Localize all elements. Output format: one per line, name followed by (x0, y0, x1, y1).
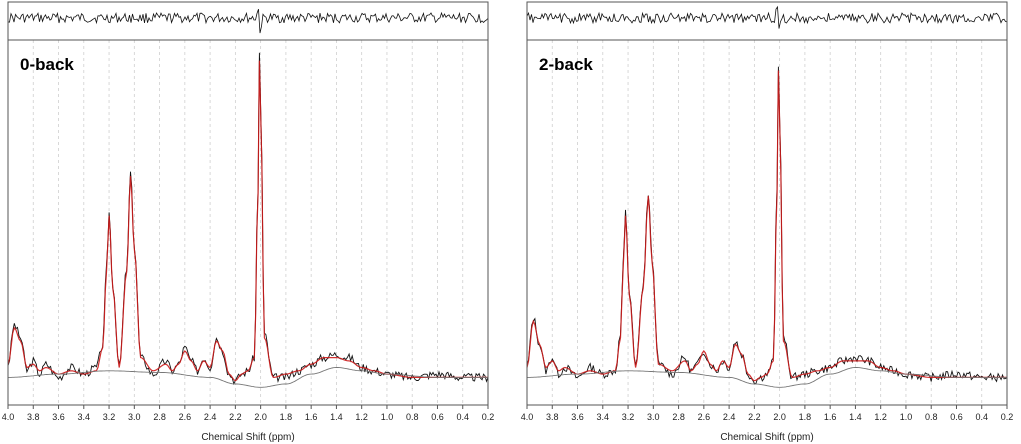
x-axis-title: Chemical Shift (ppm) (720, 432, 813, 443)
x-axis-title: Chemical Shift (ppm) (201, 432, 294, 443)
x-tick-label: 0.2 (1001, 412, 1014, 422)
plot-frame (7, 1, 489, 406)
x-tick-label: 2.6 (179, 412, 192, 422)
x-tick-label: 3.2 (622, 412, 635, 422)
x-tick-label: 2.0 (254, 412, 267, 422)
x-tick-label: 3.0 (128, 412, 141, 422)
x-tick-label: 3.8 (27, 412, 40, 422)
spectrum-chart-0back: 4.0 3.8 3.6 3.4 3.2 3.0 2.8 2.6 2.4 2.2 2.0 1.8 1.6 1… (2, 1, 495, 443)
x-tick-label: 3.2 (103, 412, 116, 422)
x-tick-label: 1.6 (305, 412, 318, 422)
baseline-line (527, 367, 1007, 388)
x-tick-label: 3.4 (597, 412, 610, 422)
x-tick-label: 0.4 (456, 412, 469, 422)
x-tick-label: 4.0 (521, 412, 534, 422)
x-tick-label: 4.0 (2, 412, 15, 422)
x-tick-label: 1.0 (381, 412, 394, 422)
x-tick-label: 0.8 (406, 412, 419, 422)
x-tick-label: 2.2 (748, 412, 761, 422)
x-tick-label: 2.0 (773, 412, 786, 422)
x-tick-label: 2.2 (229, 412, 242, 422)
x-tick-label: 1.2 (355, 412, 368, 422)
x-tick-label: 3.8 (546, 412, 559, 422)
x-tick-label: 0.6 (431, 412, 444, 422)
model-fit-line (526, 70, 1007, 382)
x-tick-label: 0.8 (925, 412, 938, 422)
x-tick-label: 2.6 (698, 412, 711, 422)
baseline-line (8, 367, 488, 388)
x-tick-label: 1.2 (874, 412, 887, 422)
residual-line (526, 5, 1008, 29)
x-tick-label: 1.8 (280, 412, 293, 422)
x-tick-label: 2.8 (672, 412, 685, 422)
spectrum-chart-2back: 4.0 3.8 3.6 3.4 3.2 3.0 2.8 2.6 2.4 2.2 2.0 1.8 1.6 1… (521, 1, 1014, 443)
x-tick-label: 3.4 (78, 412, 91, 422)
x-tick-label: 0.6 (950, 412, 963, 422)
x-tick-label: 1.4 (330, 412, 343, 422)
residual-line (7, 8, 489, 34)
x-tick-label: 0.4 (975, 412, 988, 422)
x-tick-label: 3.6 (52, 412, 65, 422)
x-tick-label: 2.4 (204, 412, 217, 422)
x-tick-label: 1.0 (900, 412, 913, 422)
x-tick-label: 2.8 (153, 412, 166, 422)
x-tick-label: 3.6 (571, 412, 584, 422)
x-tick-label: 1.8 (799, 412, 812, 422)
x-tick-label: 0.2 (482, 412, 495, 422)
plot-frame (526, 1, 1008, 406)
model-fit-line (7, 60, 488, 382)
x-tick-label: 1.4 (849, 412, 862, 422)
panel-label: 0-back (20, 55, 74, 74)
x-tick-label: 3.0 (647, 412, 660, 422)
spectrum-panel-0back: 4.0 3.8 3.6 3.4 3.2 3.0 2.8 2.6 2.4 2.2 2.0 1.8 1.6 1… (0, 0, 500, 444)
spectrum-panel-2back: 4.0 3.8 3.6 3.4 3.2 3.0 2.8 2.6 2.4 2.2 2.0 1.8 1.6 1… (519, 0, 1019, 444)
panel-label: 2-back (539, 55, 593, 74)
x-tick-label: 1.6 (824, 412, 837, 422)
x-tick-label: 2.4 (723, 412, 736, 422)
measured-spectrum-line (526, 66, 1008, 385)
measured-spectrum-line (7, 52, 489, 386)
